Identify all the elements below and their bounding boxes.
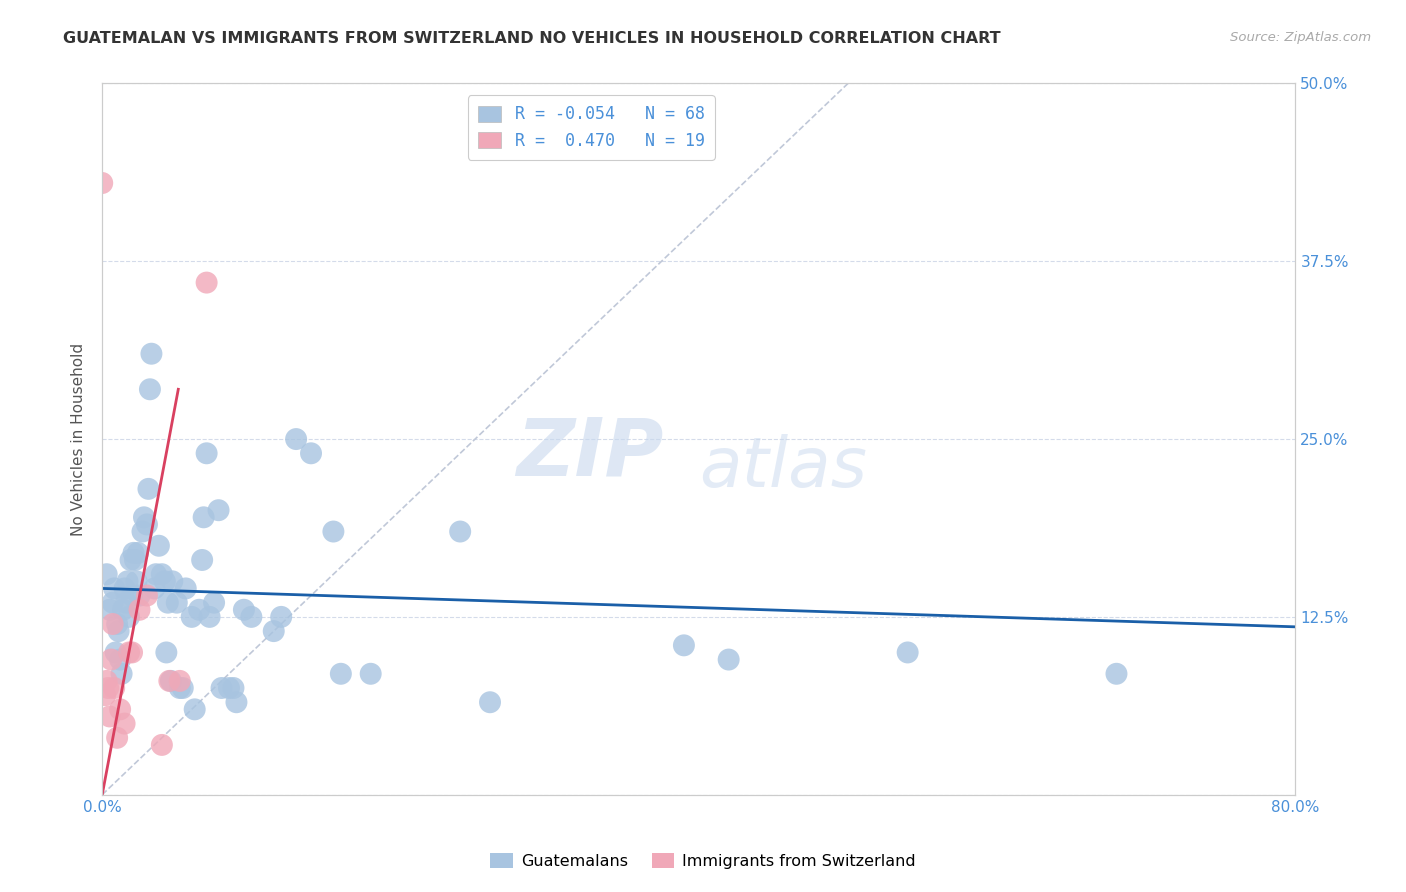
Point <box>120 553 142 567</box>
Point <box>153 574 176 589</box>
Point <box>285 432 308 446</box>
Y-axis label: No Vehicles in Household: No Vehicles in Household <box>72 343 86 535</box>
Point <box>124 553 146 567</box>
Point <box>143 582 166 596</box>
Point <box>98 709 121 723</box>
Point <box>162 574 184 589</box>
Point <box>101 617 124 632</box>
Point <box>141 347 163 361</box>
Point <box>180 610 202 624</box>
Point <box>193 510 215 524</box>
Point <box>207 503 229 517</box>
Point <box>263 624 285 639</box>
Point <box>148 539 170 553</box>
Point <box>225 695 247 709</box>
Point <box>125 574 148 589</box>
Point <box>232 603 254 617</box>
Point <box>112 603 135 617</box>
Point <box>150 738 173 752</box>
Point <box>103 681 125 695</box>
Point <box>136 517 159 532</box>
Point <box>191 553 214 567</box>
Point <box>202 596 225 610</box>
Point <box>96 673 118 688</box>
Point <box>145 567 167 582</box>
Point <box>270 610 292 624</box>
Point <box>103 582 125 596</box>
Point <box>183 702 205 716</box>
Point <box>121 589 143 603</box>
Point <box>114 716 136 731</box>
Point <box>672 638 695 652</box>
Point <box>479 695 502 709</box>
Point <box>114 582 136 596</box>
Point <box>105 731 128 745</box>
Point <box>1105 666 1128 681</box>
Point <box>122 546 145 560</box>
Text: ZIP: ZIP <box>516 414 664 492</box>
Point <box>105 617 128 632</box>
Point <box>159 673 181 688</box>
Point <box>449 524 471 539</box>
Point <box>169 681 191 695</box>
Point <box>101 596 124 610</box>
Point <box>218 681 240 695</box>
Point <box>131 524 153 539</box>
Point <box>188 603 211 617</box>
Legend: R = -0.054   N = 68, R =  0.470   N = 19: R = -0.054 N = 68, R = 0.470 N = 19 <box>468 95 714 160</box>
Point <box>198 610 221 624</box>
Point <box>132 510 155 524</box>
Point <box>211 681 233 695</box>
Text: atlas: atlas <box>699 434 868 501</box>
Point <box>121 645 143 659</box>
Text: Source: ZipAtlas.com: Source: ZipAtlas.com <box>1230 31 1371 45</box>
Point <box>127 546 149 560</box>
Point <box>138 482 160 496</box>
Point <box>329 666 352 681</box>
Point <box>155 645 177 659</box>
Point <box>360 666 382 681</box>
Point <box>222 681 245 695</box>
Point <box>108 702 131 716</box>
Point <box>117 574 139 589</box>
Point <box>107 624 129 639</box>
Point <box>150 567 173 582</box>
Point <box>166 596 188 610</box>
Point <box>128 603 150 617</box>
Point <box>136 589 159 603</box>
Point <box>156 596 179 610</box>
Point <box>240 610 263 624</box>
Point <box>97 681 120 695</box>
Point <box>94 688 117 702</box>
Point <box>174 582 197 596</box>
Point <box>115 596 138 610</box>
Point <box>299 446 322 460</box>
Point <box>104 645 127 659</box>
Point <box>108 652 131 666</box>
Point <box>100 652 122 666</box>
Point <box>322 524 344 539</box>
Point <box>172 681 194 695</box>
Point <box>98 603 121 617</box>
Point <box>118 610 141 624</box>
Point <box>96 567 118 582</box>
Point <box>195 276 218 290</box>
Point <box>118 645 141 659</box>
Point <box>110 666 132 681</box>
Point <box>169 673 191 688</box>
Point <box>128 589 150 603</box>
Point <box>897 645 920 659</box>
Point <box>157 673 180 688</box>
Point <box>91 176 114 190</box>
Point <box>195 446 218 460</box>
Legend: Guatemalans, Immigrants from Switzerland: Guatemalans, Immigrants from Switzerland <box>484 847 922 875</box>
Text: GUATEMALAN VS IMMIGRANTS FROM SWITZERLAND NO VEHICLES IN HOUSEHOLD CORRELATION C: GUATEMALAN VS IMMIGRANTS FROM SWITZERLAN… <box>63 31 1001 46</box>
Point <box>139 382 162 396</box>
Point <box>717 652 740 666</box>
